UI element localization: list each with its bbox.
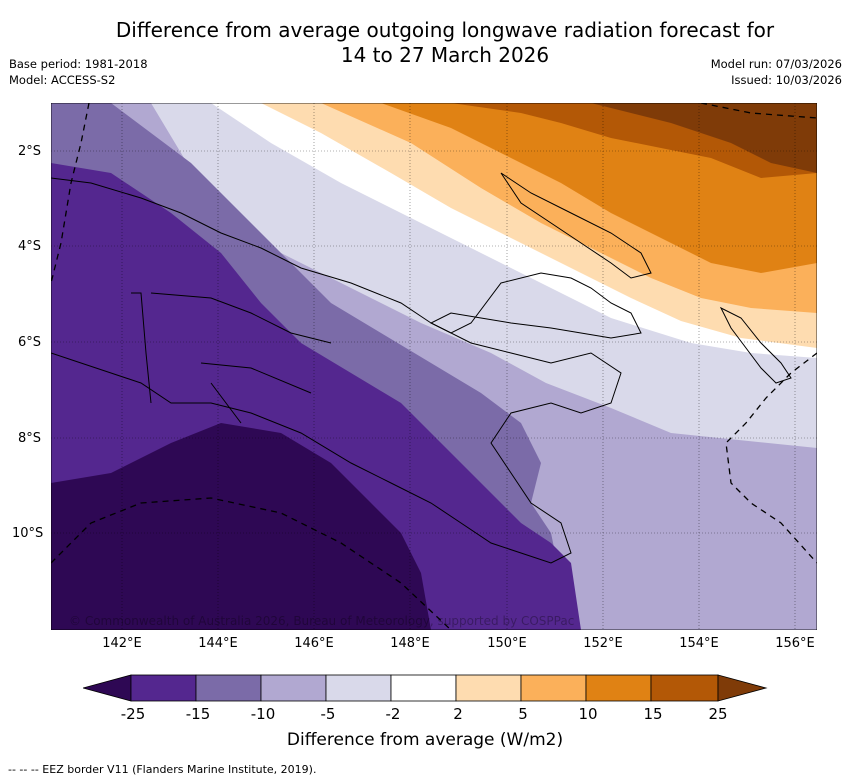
colorbar-swatch xyxy=(195,674,262,702)
lat-label: 10°S xyxy=(12,526,44,541)
province-borders xyxy=(150,292,332,424)
lon-label: 144°E xyxy=(198,636,238,651)
colorbar-swatch xyxy=(130,674,197,702)
colorbar-swatch-lt-25 xyxy=(83,674,132,702)
band-brown xyxy=(591,103,817,173)
model-text: Model: ACCESS-S2 xyxy=(9,73,116,87)
eez-footnote: -- -- -- EEZ border V11 (Flanders Marine… xyxy=(8,763,317,776)
lon-label: 154°E xyxy=(679,636,719,651)
band-darkest-purple xyxy=(51,423,431,630)
run-info: Model run: 07/03/2026 Issued: 10/03/2026 xyxy=(711,56,842,88)
colorbar-tick: -5 xyxy=(320,705,336,723)
coastline-bougainville xyxy=(719,306,792,384)
colorbar-tick: 2 xyxy=(453,705,463,723)
colorbar-swatch xyxy=(650,674,719,702)
lat-label: 4°S xyxy=(18,239,42,254)
issued-text: Issued: 10/03/2026 xyxy=(731,73,842,87)
model-run-text: Model run: 07/03/2026 xyxy=(710,57,842,71)
lon-label: 156°E xyxy=(775,636,815,651)
lat-label: 8°S xyxy=(18,431,42,446)
colorbar-tick: -2 xyxy=(385,705,401,723)
colorbar xyxy=(83,674,768,702)
colorbar-tick: 5 xyxy=(518,705,528,723)
lon-label: 146°E xyxy=(294,636,334,651)
coastline-new-guinea xyxy=(51,177,622,564)
chart-title: Difference from average outgoing longwav… xyxy=(60,18,830,68)
lat-label: 2°S xyxy=(18,144,42,159)
colorbar-swatch xyxy=(455,674,522,702)
colorbar-swatch xyxy=(325,674,392,702)
lon-label: 142°E xyxy=(102,636,142,651)
colorbar-swatch xyxy=(520,674,587,702)
colorbar-swatch xyxy=(260,674,327,702)
lon-label: 148°E xyxy=(390,636,430,651)
title-line-2: 14 to 27 March 2026 xyxy=(340,43,550,67)
eez-border-east xyxy=(725,352,817,564)
lat-label: 6°S xyxy=(18,335,42,350)
base-info: Base period: 1981-2018 Model: ACCESS-S2 xyxy=(9,56,148,88)
copyright-text: © Commonwealth of Australia 2026, Bureau… xyxy=(69,614,575,628)
colorbar-tick: 10 xyxy=(578,705,598,723)
colorbar-tick: -15 xyxy=(185,705,211,723)
olr-anomaly-map xyxy=(51,103,817,630)
colorbar-swatch xyxy=(585,674,652,702)
base-period-text: Base period: 1981-2018 xyxy=(9,57,148,71)
colorbar-swatch xyxy=(390,674,457,702)
coastline-new-britain xyxy=(429,272,642,339)
eez-border-north xyxy=(700,103,817,119)
colorbar-title: Difference from average (W/m2) xyxy=(286,730,564,750)
lon-label: 152°E xyxy=(583,636,623,651)
coastline-new-ireland xyxy=(500,172,652,279)
border-png-indonesia xyxy=(131,292,152,404)
title-line-1: Difference from average outgoing longwav… xyxy=(115,18,775,42)
colorbar-tick: -25 xyxy=(120,705,146,723)
colorbar-tick: 25 xyxy=(708,705,728,723)
colorbar-swatch-gt-25 xyxy=(717,674,768,702)
eez-border-west xyxy=(51,103,90,284)
colorbar-tick: 15 xyxy=(643,705,663,723)
eez-border-south xyxy=(51,497,452,630)
colorbar-tick: -10 xyxy=(250,705,276,723)
lon-label: 150°E xyxy=(487,636,527,651)
